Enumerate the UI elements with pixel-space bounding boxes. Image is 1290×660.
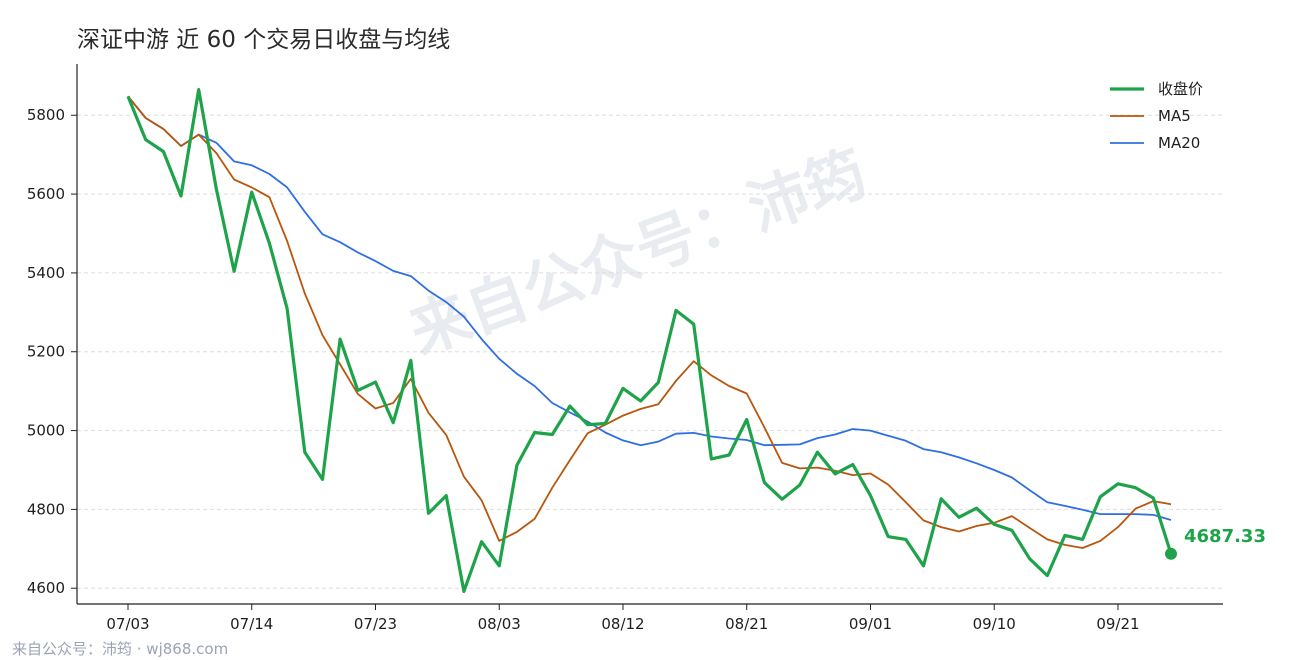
credit-text: 来自公众号：沛筠 · wj868.com	[12, 640, 229, 658]
legend-label: 收盘价	[1158, 80, 1203, 98]
legend-label: MA5	[1158, 107, 1191, 125]
chart-title: 深证中游 近 60 个交易日收盘与均线	[77, 27, 451, 53]
y-tick-label: 5600	[27, 185, 65, 203]
last-value-label: 4687.33	[1184, 526, 1266, 547]
series-line-close	[126, 87, 1173, 594]
x-tick-label: 09/21	[1096, 615, 1139, 633]
axes: 4600 4800 5000 5200 5400 5600 5800 07/03 07/14 07…	[27, 64, 1223, 633]
legend: 收盘价 MA5 MA20	[1110, 80, 1203, 152]
x-tick-label: 07/03	[106, 615, 149, 633]
y-tick-label: 5000	[27, 422, 65, 440]
y-tick-label: 4800	[27, 500, 65, 518]
y-tick-label: 5400	[27, 264, 65, 282]
watermark-text: 来自公众号：沛筠	[401, 138, 876, 368]
y-tick-label: 5200	[27, 343, 65, 361]
series-line-ma20	[127, 95, 1172, 521]
x-tick-label: 07/23	[354, 615, 397, 633]
series-layer: 4687.33	[126, 87, 1266, 594]
x-tick-label: 08/03	[478, 615, 521, 633]
x-tick-label: 08/21	[725, 615, 768, 633]
grid-lines	[77, 114, 1223, 589]
x-tick-label: 08/12	[601, 615, 644, 633]
series-line-ma5	[127, 95, 1172, 549]
last-point-marker	[1165, 547, 1177, 560]
x-tick-label: 09/10	[973, 615, 1016, 633]
y-tick-label: 4600	[27, 579, 65, 597]
legend-label: MA20	[1158, 134, 1200, 152]
x-tick-label: 09/01	[849, 615, 892, 633]
y-tick-label: 5800	[27, 106, 65, 124]
x-tick-label: 07/14	[230, 615, 273, 633]
